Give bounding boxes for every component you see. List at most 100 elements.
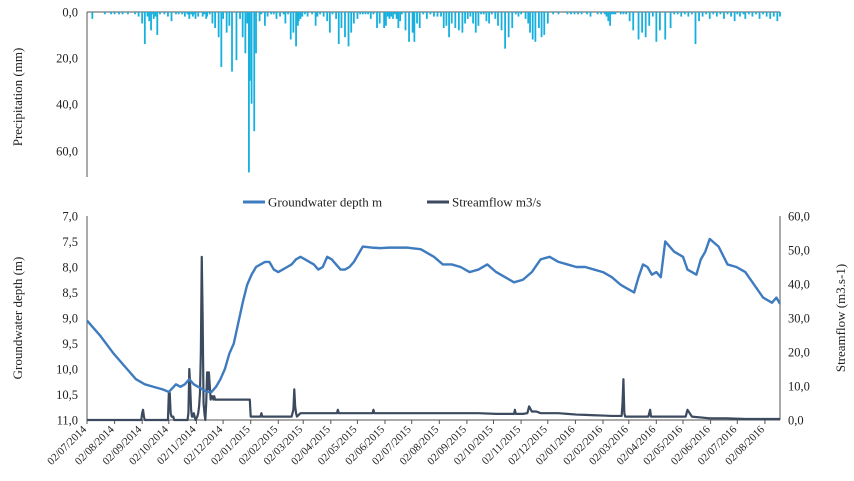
precip-bar <box>733 12 736 22</box>
precip-bar <box>266 12 269 17</box>
precip-bar <box>694 12 697 45</box>
precip-bar <box>152 12 155 19</box>
precip-bar <box>779 12 781 17</box>
precip-bar <box>352 12 355 24</box>
precip-bar <box>622 12 625 15</box>
precip-bar <box>231 12 233 72</box>
precip-bar <box>534 12 537 42</box>
precip-bar <box>397 12 400 29</box>
precip-bar <box>217 12 220 38</box>
precip-bar <box>772 12 775 17</box>
precip-bar <box>659 12 661 31</box>
precip-bar <box>488 12 490 24</box>
precip-bar <box>275 12 278 19</box>
precip-bar <box>413 12 416 42</box>
precip-bar <box>683 12 686 15</box>
precip-bar <box>393 12 396 15</box>
precip-bar <box>292 12 295 33</box>
precip-bar <box>464 12 466 24</box>
precip-bar <box>524 12 527 19</box>
precip-bar <box>543 12 546 35</box>
precip-bar <box>433 12 435 17</box>
legend-label-groundwater: Groundwater depth m <box>268 195 382 210</box>
precip-bar <box>301 12 304 17</box>
precip-bar <box>676 12 679 15</box>
precip-bar <box>137 12 140 17</box>
precip-bar <box>314 12 317 26</box>
precip-bar <box>507 12 510 38</box>
precip-bar <box>596 12 599 15</box>
precip-bar <box>425 12 428 19</box>
precip-bar <box>316 12 319 17</box>
precip-bar <box>730 12 732 17</box>
precip-bar <box>284 12 287 24</box>
precip-bar <box>225 12 228 33</box>
precip-bar <box>758 12 761 19</box>
precip-bar <box>260 12 263 15</box>
precip-bar <box>364 12 367 15</box>
precip-bar <box>442 12 445 29</box>
precip-bar <box>669 12 672 29</box>
precip-bar <box>385 12 387 26</box>
precip-tick-label: 60,0 <box>56 145 78 159</box>
precip-bar <box>673 12 676 15</box>
precip-bar <box>372 12 375 15</box>
precip-bar <box>194 12 197 19</box>
precip-tick-label: 0,0 <box>62 6 78 20</box>
precip-bar <box>151 12 153 15</box>
precip-bar <box>619 12 622 15</box>
precip-bar <box>295 12 297 47</box>
precip-bar <box>175 12 177 15</box>
precip-bar <box>552 12 555 15</box>
precip-bar <box>736 12 739 15</box>
precip-bar <box>248 12 251 81</box>
precip-bar <box>644 12 647 38</box>
precip-bar <box>359 12 362 15</box>
precip-bar <box>474 12 477 33</box>
streamflow-series-line <box>87 255 780 422</box>
precip-bar <box>610 12 613 15</box>
precip-bar <box>648 12 651 26</box>
precip-bar <box>712 12 715 15</box>
precip-bar <box>546 12 549 24</box>
precip-bar <box>490 12 493 15</box>
streamflow-y-axis-title: Streamflow (m3.s-1) <box>833 264 848 372</box>
precip-bar <box>404 12 407 31</box>
precip-bar <box>511 12 514 29</box>
precip-bar <box>751 12 754 17</box>
precip-bar <box>687 12 690 17</box>
precip-bar <box>719 12 722 15</box>
precip-bar <box>570 12 572 15</box>
precip-bar <box>436 12 439 17</box>
gw-tick-label: 7,0 <box>62 210 78 224</box>
precip-bar <box>641 12 644 33</box>
precip-bar <box>701 12 704 17</box>
precip-bar <box>461 12 464 33</box>
precip-bar <box>448 12 450 38</box>
precip-bar <box>222 12 225 19</box>
groundwater-series-line <box>86 237 782 394</box>
precip-bar <box>241 12 244 38</box>
streamflow-tick-label: 50,0 <box>788 244 810 258</box>
precip-bar <box>181 12 184 15</box>
precip-bar <box>255 12 257 54</box>
precip-bar <box>270 12 273 15</box>
precip-bar <box>319 12 321 15</box>
precip-bar <box>482 12 485 15</box>
precip-bar <box>485 12 488 22</box>
precip-bar <box>540 12 543 38</box>
precip-bar <box>163 12 166 15</box>
precip-bar <box>705 12 708 15</box>
precip-bar <box>580 12 583 15</box>
precip-bar <box>297 12 300 22</box>
precip-y-axis-title: Precipitation (mm) <box>10 48 25 147</box>
precipitation-panel: 0,0 20,0 40,0 60,0 Precipitation (mm) <box>10 6 781 177</box>
gw-tick-label: 7,5 <box>62 235 78 249</box>
precip-bar <box>146 12 149 17</box>
precip-bar <box>651 12 654 17</box>
precip-bar <box>605 12 608 17</box>
precip-bar <box>190 12 192 15</box>
precip-bar <box>253 12 256 132</box>
gw-tick-label: 11,0 <box>57 414 78 428</box>
precip-bar <box>454 12 457 29</box>
